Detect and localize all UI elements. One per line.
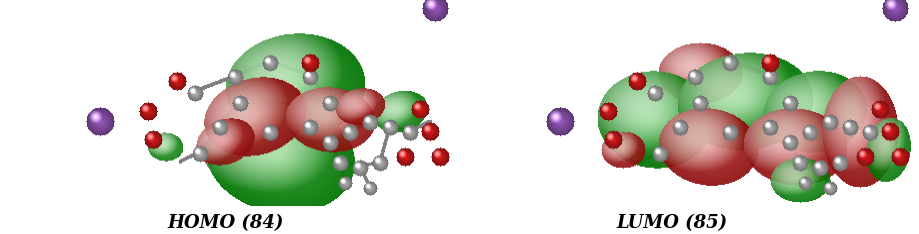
- Text: HOMO (84): HOMO (84): [167, 214, 283, 232]
- Text: LUMO (85): LUMO (85): [616, 214, 726, 232]
